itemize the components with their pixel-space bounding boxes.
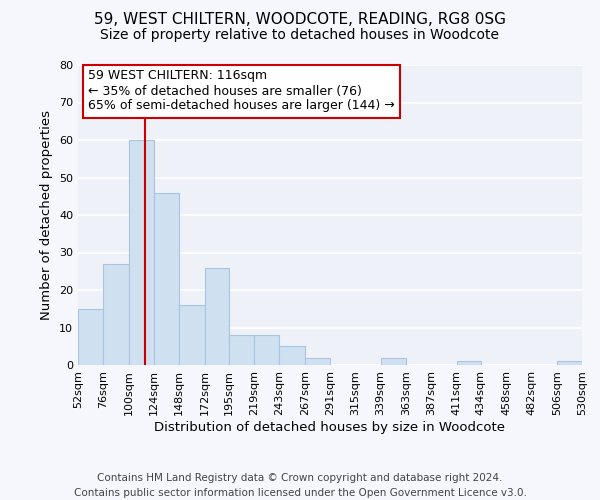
Bar [305,358,330,365]
Text: 59 WEST CHILTERN: 116sqm
← 35% of detached houses are smaller (76)
65% of semi-d: 59 WEST CHILTERN: 116sqm ← 35% of detach… [88,70,395,112]
Bar [380,358,406,365]
Bar [78,308,103,365]
Text: Contains HM Land Registry data © Crown copyright and database right 2024.
Contai: Contains HM Land Registry data © Crown c… [74,472,526,498]
Bar [229,335,254,365]
X-axis label: Distribution of detached houses by size in Woodcote: Distribution of detached houses by size … [155,420,505,434]
Y-axis label: Number of detached properties: Number of detached properties [40,110,53,320]
Bar [254,335,280,365]
Bar [557,361,582,365]
Bar [103,264,128,365]
Bar [205,268,229,365]
Text: 59, WEST CHILTERN, WOODCOTE, READING, RG8 0SG: 59, WEST CHILTERN, WOODCOTE, READING, RG… [94,12,506,28]
Bar [154,192,179,365]
Bar [280,346,305,365]
Bar [457,361,481,365]
Bar [128,140,154,365]
Text: Size of property relative to detached houses in Woodcote: Size of property relative to detached ho… [101,28,499,42]
Bar [179,305,205,365]
